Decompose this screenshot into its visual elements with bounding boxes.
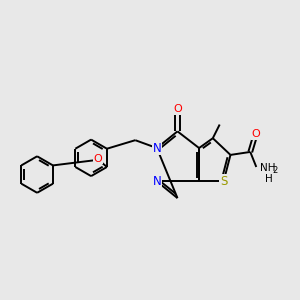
Text: O: O — [252, 129, 260, 139]
Text: O: O — [173, 104, 182, 114]
Text: 2: 2 — [272, 166, 277, 175]
Text: NH: NH — [260, 164, 275, 173]
Text: H: H — [265, 174, 273, 184]
Text: N: N — [152, 175, 161, 188]
Text: S: S — [220, 175, 227, 188]
Text: O: O — [94, 154, 102, 164]
Text: N: N — [152, 142, 161, 154]
